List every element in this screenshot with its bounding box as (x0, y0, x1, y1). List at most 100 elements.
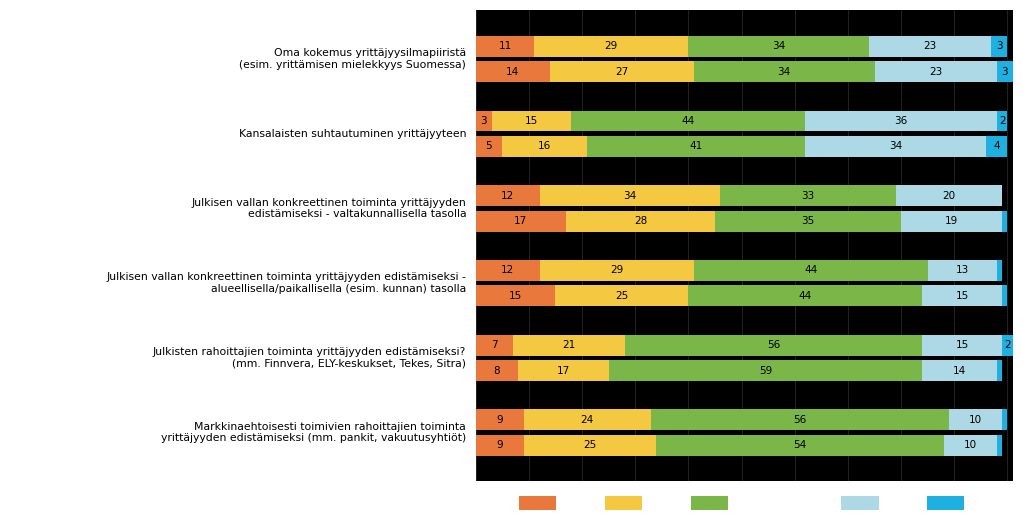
Text: 24: 24 (581, 415, 594, 425)
FancyBboxPatch shape (841, 496, 879, 510)
Text: Julkisen vallan konkreettinen toiminta yrittäjyyden
edistämiseksi - valtakunnall: Julkisen vallan konkreettinen toiminta y… (191, 198, 466, 219)
Bar (1003, 335, 1013, 356)
Bar (875, 61, 996, 82)
Text: 29: 29 (605, 41, 618, 51)
Bar (996, 61, 1013, 82)
Bar (476, 360, 519, 381)
Text: 8: 8 (494, 366, 500, 376)
Bar (652, 410, 949, 430)
Text: 12: 12 (501, 191, 515, 201)
Text: 14: 14 (506, 67, 520, 77)
Bar (502, 136, 587, 157)
Bar (996, 435, 1003, 456)
Bar (688, 286, 923, 306)
Bar (476, 435, 524, 456)
Text: 20: 20 (942, 191, 955, 201)
FancyBboxPatch shape (605, 496, 642, 510)
Bar (539, 185, 720, 206)
Text: 36: 36 (894, 116, 907, 126)
Text: 56: 56 (767, 340, 781, 350)
Bar (566, 211, 715, 232)
Bar (539, 260, 694, 281)
Bar (657, 435, 943, 456)
Bar (476, 185, 539, 206)
Bar (476, 211, 566, 232)
Text: 15: 15 (955, 291, 969, 301)
Bar (476, 286, 555, 306)
Bar (896, 185, 1003, 206)
Text: 33: 33 (801, 191, 814, 201)
Bar (524, 435, 657, 456)
Text: 23: 23 (929, 67, 942, 77)
Bar (694, 61, 875, 82)
Text: 25: 25 (583, 440, 596, 450)
Text: 25: 25 (615, 291, 628, 301)
Bar (550, 61, 694, 82)
Text: Markkinaehtoisesti toimivien rahoittajien toiminta
yrittäjyyden edistämiseksi (m: Markkinaehtoisesti toimivien rahoittajie… (161, 422, 466, 444)
Text: 34: 34 (777, 67, 791, 77)
Bar (519, 360, 609, 381)
Bar (476, 110, 492, 131)
Text: 3: 3 (1002, 67, 1008, 77)
Text: 4: 4 (993, 141, 1000, 152)
Bar (688, 36, 870, 57)
Text: 54: 54 (794, 440, 807, 450)
FancyBboxPatch shape (691, 496, 728, 510)
Text: 44: 44 (804, 266, 817, 276)
Bar (996, 260, 1003, 281)
Bar (476, 335, 513, 356)
Text: 17: 17 (557, 366, 570, 376)
Text: 10: 10 (964, 440, 977, 450)
Bar (1003, 286, 1008, 306)
Bar (524, 410, 652, 430)
Text: 23: 23 (924, 41, 937, 51)
Text: 9: 9 (496, 440, 503, 450)
Text: 21: 21 (562, 340, 575, 350)
FancyBboxPatch shape (927, 496, 965, 510)
Bar (492, 110, 572, 131)
Bar (1003, 211, 1008, 232)
Bar (943, 435, 996, 456)
Text: 3: 3 (481, 116, 487, 126)
Bar (534, 36, 688, 57)
Bar (476, 36, 534, 57)
Text: Julkisten rahoittajien toiminta yrittäjyyden edistämiseksi?
(mm. Finnvera, ELY-k: Julkisten rahoittajien toiminta yrittäjy… (152, 347, 466, 369)
Bar (923, 286, 1003, 306)
Text: Oma kokemus yrittäjyysilmapiiristä
(esim. yrittämisen mielekkyys Suomessa): Oma kokemus yrittäjyysilmapiiristä (esim… (239, 48, 466, 70)
Text: 44: 44 (681, 116, 695, 126)
Text: 29: 29 (610, 266, 623, 276)
Text: 56: 56 (794, 415, 807, 425)
Bar (870, 36, 991, 57)
Text: 12: 12 (501, 266, 515, 276)
Text: 16: 16 (538, 141, 551, 152)
Bar (986, 136, 1008, 157)
Text: 15: 15 (955, 340, 969, 350)
Bar (513, 335, 625, 356)
Text: 27: 27 (615, 67, 628, 77)
Bar (949, 410, 1003, 430)
Text: 35: 35 (801, 216, 814, 226)
Text: Kansalaisten suhtautuminen yrittäjyyteen: Kansalaisten suhtautuminen yrittäjyyteen (238, 129, 466, 139)
Text: 19: 19 (945, 216, 959, 226)
Text: 41: 41 (690, 141, 703, 152)
Bar (928, 260, 996, 281)
Bar (996, 110, 1008, 131)
Text: 34: 34 (772, 41, 786, 51)
Text: 15: 15 (525, 116, 538, 126)
Bar (715, 211, 901, 232)
Bar (901, 211, 1003, 232)
Text: 15: 15 (509, 291, 522, 301)
Bar (805, 136, 986, 157)
Text: 11: 11 (498, 41, 512, 51)
Bar (555, 286, 688, 306)
Bar (476, 260, 539, 281)
Text: 3: 3 (996, 41, 1003, 51)
Text: 34: 34 (623, 191, 636, 201)
Text: 9: 9 (496, 415, 503, 425)
Bar (1003, 410, 1008, 430)
Bar (694, 260, 928, 281)
FancyBboxPatch shape (519, 496, 557, 510)
Bar (587, 136, 805, 157)
Bar (923, 335, 1003, 356)
Text: 34: 34 (889, 141, 902, 152)
